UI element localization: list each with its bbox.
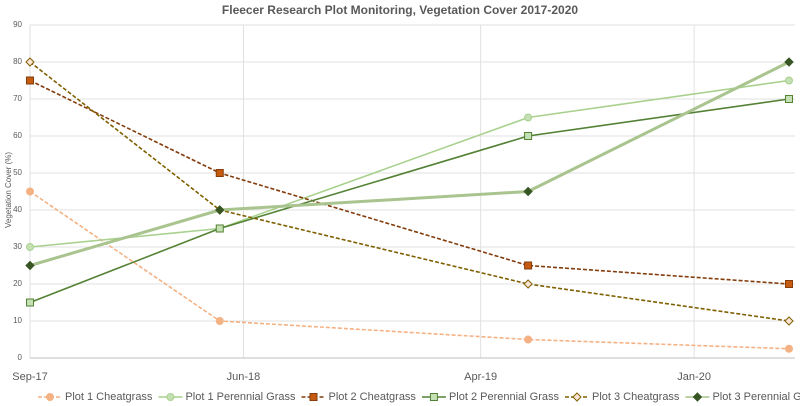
- y-tick-label: 10: [13, 316, 22, 325]
- y-tick-label: 0: [18, 353, 23, 362]
- y-tick-label: 50: [13, 168, 22, 177]
- data-point: [26, 243, 34, 251]
- x-tick-label: Apr-19: [464, 371, 497, 383]
- data-point: [785, 280, 793, 288]
- series-line: [29, 79, 790, 248]
- data-point: [215, 317, 224, 325]
- x-tick-label: Sep-17: [12, 371, 47, 383]
- data-point: [215, 224, 224, 233]
- data-point: [215, 169, 224, 177]
- data-point: [524, 113, 533, 122]
- data-point: [524, 132, 533, 140]
- legend-marker: [429, 393, 438, 401]
- legend-label: Plot 1 Cheatgrass: [65, 391, 153, 403]
- series-line: [29, 190, 790, 350]
- y-axis-title: Vegetation Cover (%): [4, 152, 13, 228]
- y-tick-label: 30: [13, 242, 22, 251]
- data-point: [26, 76, 34, 85]
- legend-label: Plot 2 Cheatgrass: [329, 391, 417, 403]
- y-tick-label: 40: [13, 205, 22, 214]
- data-point: [26, 298, 34, 307]
- legend: Plot 1 Cheatgrass Plot 1 Perennial Grass P…: [38, 391, 800, 403]
- y-tick-label: 70: [13, 94, 22, 103]
- data-point: [524, 261, 533, 270]
- data-point: [26, 187, 34, 196]
- data-point: [784, 57, 794, 67]
- legend-label: Plot 1 Perennial Grass: [185, 391, 296, 403]
- legend-marker: [309, 393, 318, 401]
- data-point: [524, 335, 533, 344]
- legend-marker: [692, 392, 703, 402]
- series-line: [29, 79, 790, 285]
- data-point: [785, 76, 793, 85]
- series-line: [29, 61, 790, 322]
- legend-label: Plot 2 Perennial Grass: [449, 391, 560, 403]
- y-tick-label: 90: [13, 20, 22, 29]
- x-tick-label: Jan-20: [677, 371, 711, 383]
- legend-label: Plot 3 Cheatgrass: [592, 391, 680, 403]
- data-point: [215, 205, 225, 215]
- series-line: [29, 60, 790, 267]
- legend-label: Plot 3 Perennial Grass: [712, 391, 800, 403]
- data-point: [523, 279, 533, 289]
- legend-marker: [166, 393, 175, 401]
- legend-marker: [46, 393, 54, 401]
- data-point: [25, 57, 35, 67]
- y-tick-label: 80: [13, 57, 22, 66]
- chart-title: Fleecer Research Plot Monitoring, Vegeta…: [222, 3, 578, 17]
- y-tick-label: 60: [13, 131, 22, 140]
- data-point: [784, 316, 794, 326]
- x-tick-label: Jun-18: [227, 371, 261, 383]
- legend-marker: [572, 392, 582, 402]
- data-point: [785, 95, 793, 103]
- data-point: [25, 260, 35, 271]
- data-point: [785, 344, 793, 353]
- y-tick-label: 20: [13, 279, 22, 288]
- series-line: [29, 98, 790, 304]
- data-point: [523, 186, 533, 197]
